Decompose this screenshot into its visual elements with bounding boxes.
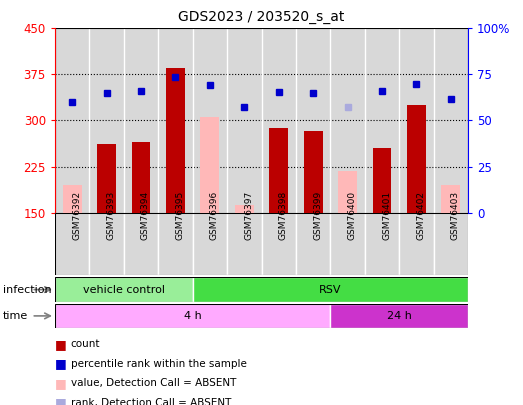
Text: value, Detection Call = ABSENT: value, Detection Call = ABSENT <box>71 378 236 388</box>
Bar <box>227 213 262 275</box>
Bar <box>441 185 460 213</box>
Text: GSM76400: GSM76400 <box>348 191 357 240</box>
Text: rank, Detection Call = ABSENT: rank, Detection Call = ABSENT <box>71 398 231 405</box>
Bar <box>97 144 116 213</box>
Bar <box>262 213 296 275</box>
Text: ■: ■ <box>55 357 66 370</box>
Bar <box>55 213 89 275</box>
Bar <box>372 148 392 213</box>
Bar <box>89 213 124 275</box>
Text: GSM76393: GSM76393 <box>107 191 116 241</box>
Bar <box>407 105 426 213</box>
Text: 4 h: 4 h <box>184 311 201 321</box>
Bar <box>304 131 323 213</box>
Text: GSM76403: GSM76403 <box>451 191 460 240</box>
Text: GSM76392: GSM76392 <box>72 191 81 240</box>
Text: GSM76398: GSM76398 <box>279 191 288 241</box>
Text: ■: ■ <box>55 377 66 390</box>
Bar <box>235 205 254 213</box>
Text: GSM76395: GSM76395 <box>175 191 185 241</box>
Text: GSM76401: GSM76401 <box>382 191 391 240</box>
Text: GSM76402: GSM76402 <box>416 191 425 240</box>
Bar <box>269 128 288 213</box>
Text: GSM76397: GSM76397 <box>244 191 253 241</box>
Bar <box>338 171 357 213</box>
Bar <box>124 213 158 275</box>
Text: 24 h: 24 h <box>387 311 412 321</box>
Bar <box>434 213 468 275</box>
Bar <box>331 213 365 275</box>
Bar <box>192 277 468 302</box>
Text: GDS2023 / 203520_s_at: GDS2023 / 203520_s_at <box>178 10 345 24</box>
Bar <box>192 213 227 275</box>
Text: GSM76399: GSM76399 <box>313 191 322 241</box>
Bar <box>331 304 468 328</box>
Bar <box>200 117 219 213</box>
Bar <box>55 304 331 328</box>
Text: infection: infection <box>3 285 51 294</box>
Bar <box>63 185 82 213</box>
Bar <box>399 213 434 275</box>
Text: RSV: RSV <box>319 285 342 294</box>
Bar <box>166 68 185 213</box>
Bar <box>158 213 192 275</box>
Text: ■: ■ <box>55 396 66 405</box>
Bar <box>365 213 399 275</box>
Text: time: time <box>3 311 28 321</box>
Bar <box>55 277 192 302</box>
Bar <box>296 213 331 275</box>
Text: GSM76394: GSM76394 <box>141 191 150 240</box>
Bar <box>131 142 151 213</box>
Text: vehicle control: vehicle control <box>83 285 165 294</box>
Text: percentile rank within the sample: percentile rank within the sample <box>71 359 246 369</box>
Text: GSM76396: GSM76396 <box>210 191 219 241</box>
Text: count: count <box>71 339 100 349</box>
Text: ■: ■ <box>55 338 66 351</box>
